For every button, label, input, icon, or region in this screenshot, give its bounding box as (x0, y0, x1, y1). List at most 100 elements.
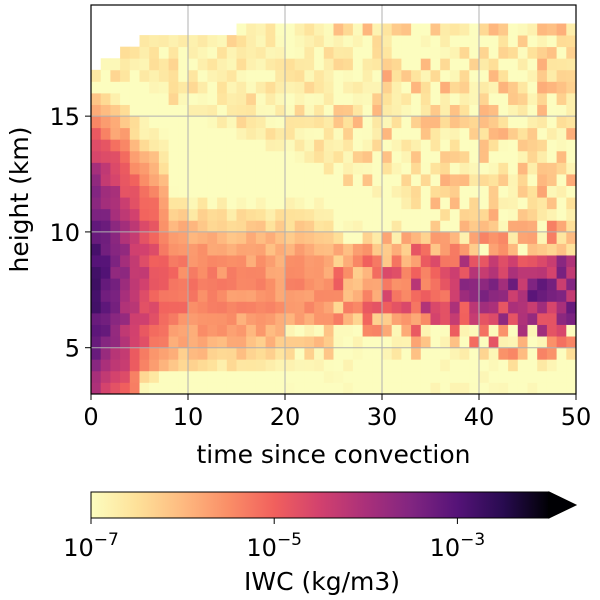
heatmap-cell (508, 220, 519, 233)
heatmap-cell (188, 116, 199, 129)
heatmap-cell (285, 243, 296, 256)
heatmap-cell (401, 382, 412, 395)
heatmap-cell (226, 174, 237, 187)
heatmap-cell (352, 370, 363, 383)
heatmap-cell (158, 58, 169, 71)
heatmap-cell (323, 104, 334, 117)
heatmap-cell (517, 312, 528, 325)
heatmap-cell (100, 69, 111, 82)
heatmap-cell (469, 162, 480, 175)
heatmap-cell (391, 69, 402, 82)
heatmap-cell (362, 289, 373, 302)
heatmap-cell (411, 220, 422, 233)
heatmap-cell (149, 92, 160, 105)
heatmap-cell (556, 382, 567, 395)
heatmap-cell (110, 208, 121, 221)
heatmap-cell (294, 382, 305, 395)
heatmap-cell (294, 347, 305, 360)
heatmap-cell (420, 139, 431, 152)
heatmap-cell (168, 336, 179, 349)
heatmap-cell (246, 46, 257, 59)
heatmap-cell (333, 382, 344, 395)
heatmap-cell (566, 312, 577, 325)
heatmap-cell (294, 185, 305, 198)
heatmap-cell (207, 347, 218, 360)
heatmap-cell (420, 347, 431, 360)
heatmap-cell (479, 231, 490, 244)
heatmap-cell (129, 243, 140, 256)
heatmap-cell (479, 23, 490, 36)
heatmap-cell (207, 139, 218, 152)
heatmap-cell (498, 278, 509, 291)
heatmap-cell (566, 278, 577, 291)
heatmap-cell (498, 127, 509, 140)
heatmap-cell (323, 243, 334, 256)
heatmap-cell (362, 301, 373, 314)
heatmap-cell (178, 255, 189, 268)
heatmap-cell (546, 220, 557, 233)
heatmap-cell (314, 127, 325, 140)
heatmap-cell (120, 162, 131, 175)
heatmap-cell (556, 81, 567, 94)
heatmap-cell (217, 324, 228, 337)
heatmap-cell (285, 197, 296, 210)
heatmap-cell (362, 58, 373, 71)
heatmap-cell (255, 150, 266, 163)
heatmap-cell (362, 382, 373, 395)
heatmap-cell (285, 81, 296, 94)
heatmap-cell (527, 312, 538, 325)
heatmap-cell (352, 185, 363, 198)
heatmap-cell (265, 92, 276, 105)
heatmap-cell (420, 150, 431, 163)
heatmap-cell (479, 243, 490, 256)
heatmap-cell (168, 92, 179, 105)
heatmap-cell (537, 127, 548, 140)
heatmap-cell (556, 174, 567, 187)
heatmap-cell (382, 243, 393, 256)
heatmap-cell (207, 150, 218, 163)
heatmap-cell (255, 301, 266, 314)
heatmap-cell (411, 81, 422, 94)
heatmap-cell (537, 35, 548, 48)
heatmap-cell (265, 312, 276, 325)
heatmap-cell (304, 197, 315, 210)
heatmap-cell (236, 116, 247, 129)
heatmap-cell (139, 197, 150, 210)
heatmap-cell (401, 266, 412, 279)
heatmap-cell (449, 231, 460, 244)
heatmap-cell (449, 174, 460, 187)
heatmap-cell (537, 220, 548, 233)
heatmap-cell (246, 92, 257, 105)
heatmap-cell (178, 243, 189, 256)
heatmap-cell (207, 370, 218, 383)
heatmap-cell (333, 289, 344, 302)
heatmap-cell (488, 312, 499, 325)
heatmap-cell (207, 255, 218, 268)
heatmap-cell (362, 243, 373, 256)
heatmap-cell (110, 347, 121, 360)
heatmap-cell (546, 23, 557, 36)
heatmap-cell (100, 162, 111, 175)
heatmap-cell (178, 81, 189, 94)
heatmap-cell (498, 46, 509, 59)
heatmap-cell (168, 255, 179, 268)
heatmap-cell (110, 92, 121, 105)
heatmap-cell (120, 231, 131, 244)
heatmap-cell (479, 35, 490, 48)
heatmap-cell (566, 69, 577, 82)
heatmap-cell (488, 289, 499, 302)
heatmap-cell (401, 336, 412, 349)
heatmap-cell (343, 312, 354, 325)
heatmap-cell (236, 185, 247, 198)
heatmap-cell (304, 150, 315, 163)
heatmap-cell (100, 150, 111, 163)
heatmap-cell (294, 139, 305, 152)
heatmap-cell (372, 278, 383, 291)
heatmap-cell (440, 312, 451, 325)
heatmap-cell (178, 92, 189, 105)
heatmap-cell (401, 220, 412, 233)
heatmap-cell (517, 174, 528, 187)
heatmap-cell (168, 150, 179, 163)
heatmap-cell (498, 312, 509, 325)
heatmap-cell (566, 116, 577, 129)
